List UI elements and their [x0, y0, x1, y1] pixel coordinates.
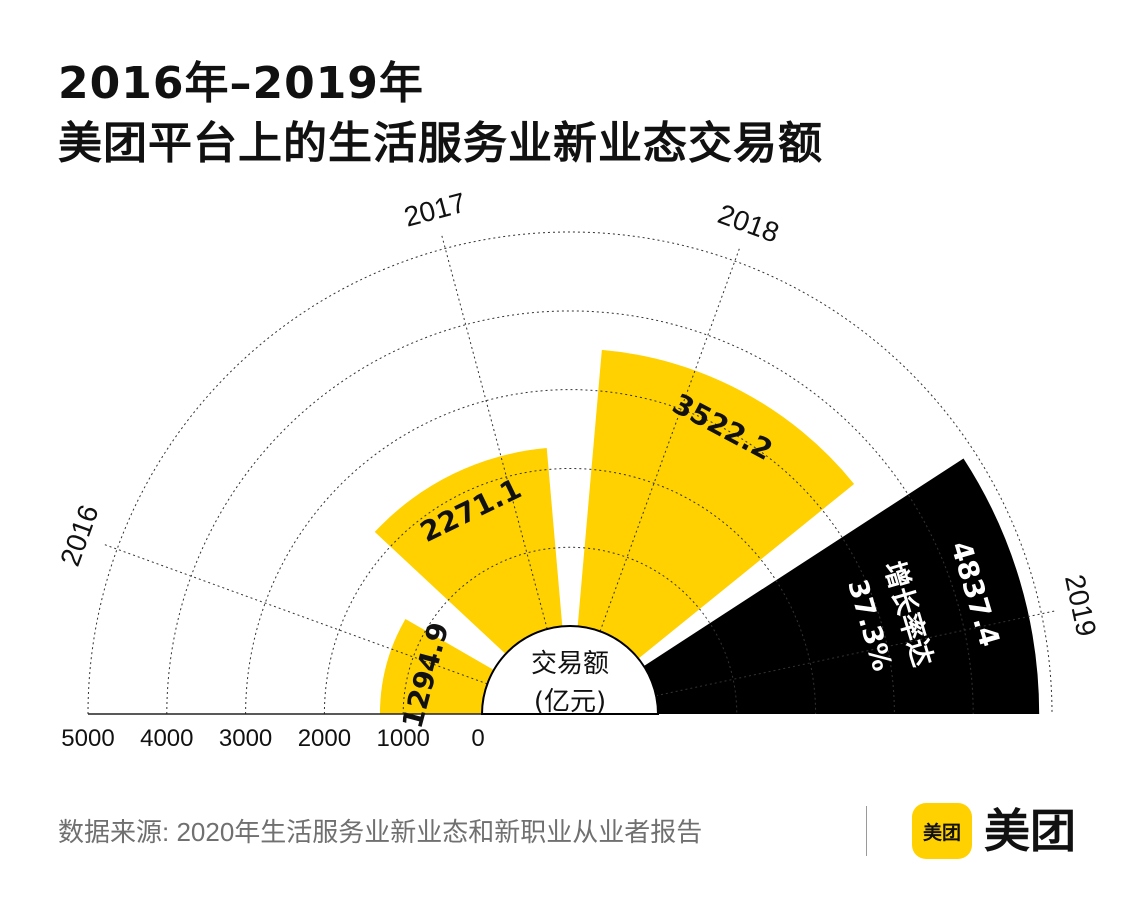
- grid-spoke-2017: [441, 234, 548, 630]
- grid-arc-4000: [166, 310, 974, 715]
- bar-2016: [379, 618, 494, 714]
- title-line-1: 2016年–2019年: [58, 58, 424, 109]
- grid-arc-1000: [402, 546, 738, 715]
- center-layer: 交易额 (亿元): [480, 625, 660, 717]
- category-label-2016: 2016: [54, 501, 104, 570]
- axis-tick-label-1000: 1000: [377, 725, 430, 752]
- grid-spoke-2019: [655, 610, 1056, 697]
- center-hub: [480, 625, 660, 715]
- meituan-logo-text: 美团: [984, 804, 1076, 858]
- meituan-logo-icon: 美团: [912, 803, 972, 859]
- category-label-2019: 2019: [1059, 572, 1102, 639]
- center-label-line-2: (亿元): [534, 687, 606, 717]
- category-label-2017: 2017: [401, 187, 469, 233]
- axis-tick-label-0: 0: [471, 725, 484, 752]
- bar-2019: [643, 458, 1040, 714]
- axis-tick-label-3000: 3000: [219, 725, 272, 752]
- axis-tick-label-2000: 2000: [298, 725, 351, 752]
- title-line-2: 美团平台上的生活服务业新业态交易额: [58, 118, 823, 169]
- axis-tick-label-4000: 4000: [140, 725, 193, 752]
- grid-arc-5000: [87, 231, 1053, 715]
- center-label-line-1: 交易额: [531, 649, 609, 679]
- bar-2017: [374, 448, 563, 654]
- footer-divider: [866, 806, 867, 856]
- data-source: 数据来源: 2020年生活服务业新业态和新职业从业者报告: [58, 817, 703, 847]
- grid-arc-2000: [323, 467, 817, 715]
- bar-2018: [577, 349, 855, 659]
- axis-tick-label-5000: 5000: [61, 725, 114, 752]
- chart-title: 2016年–2019年 美团平台上的生活服务业新业态交易额: [58, 54, 823, 174]
- bars-layer: [374, 349, 1040, 714]
- category-label-2018: 2018: [714, 198, 783, 248]
- grid-layer: [87, 231, 1056, 715]
